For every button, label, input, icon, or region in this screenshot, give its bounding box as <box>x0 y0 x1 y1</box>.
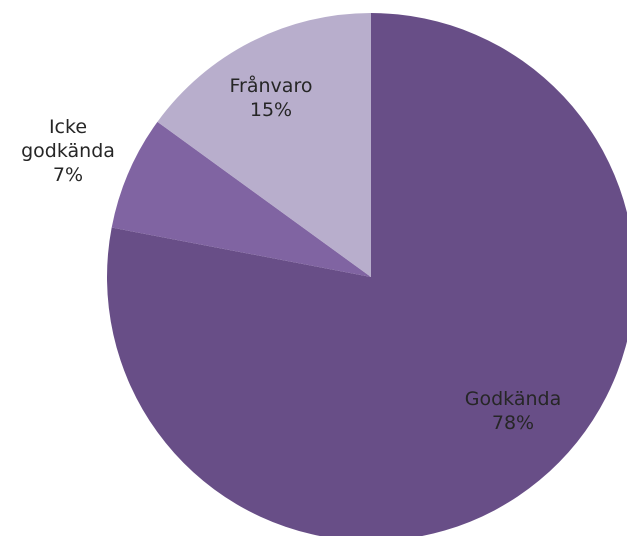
pie-slice-godkanda <box>107 13 627 536</box>
pie-slices <box>107 13 627 536</box>
pie-label-line: Frånvaro <box>230 74 313 97</box>
pie-label-line: 7% <box>53 164 83 186</box>
pie-label-line: Godkända <box>465 388 561 410</box>
pie-label-line: 15% <box>250 99 292 121</box>
pie-slice-icke-godkanda <box>111 121 372 277</box>
pie-slice-franvaro <box>157 13 371 277</box>
pie-labels: Godkända 78% Icke godkända 7% Frånvaro 15% <box>21 74 561 434</box>
pie-label-franvaro: Frånvaro 15% <box>230 74 313 121</box>
pie-label-line: godkända <box>21 140 115 162</box>
pie-label-line: 78% <box>492 412 534 434</box>
pie-label-godkanda: Godkända 78% <box>465 388 561 434</box>
pie-label-line: Icke <box>49 116 87 138</box>
pie-label-icke-godkanda: Icke godkända 7% <box>21 116 115 186</box>
